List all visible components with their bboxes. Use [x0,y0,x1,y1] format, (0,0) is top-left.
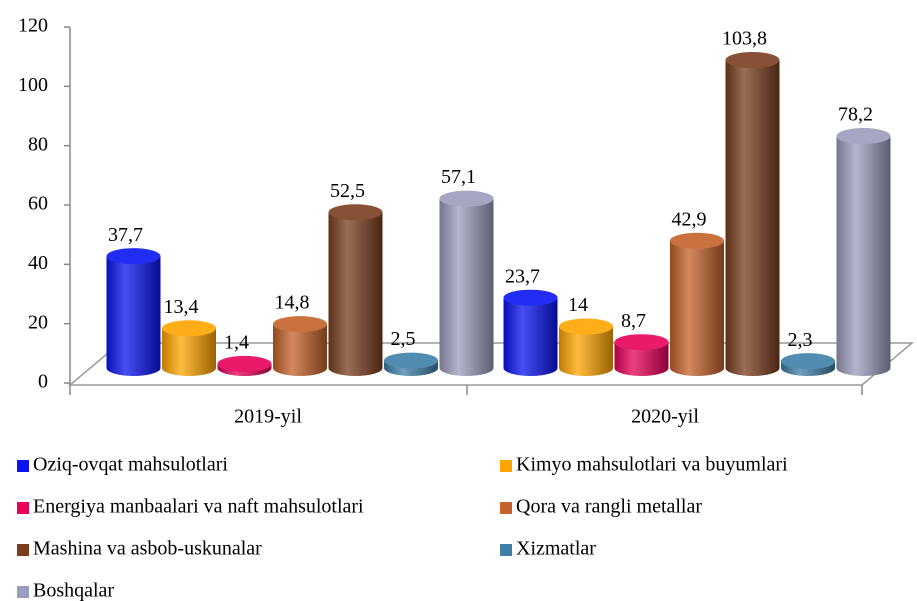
legend-label: Xizmatlar [516,538,596,560]
y-tick-label: 40 [28,252,48,274]
bar [836,128,891,376]
bar-top [273,316,327,333]
bar [328,204,383,376]
bar-top [781,353,835,370]
data-label: 37,7 [108,224,143,246]
x-tick-label: 2020-yil [631,406,699,428]
data-label: 8,7 [621,310,646,332]
legend-swatch [17,586,29,598]
y-tick-label: 60 [28,193,48,215]
bar-top [836,128,891,145]
bar-body [614,342,669,376]
data-label: 23,7 [505,265,540,287]
bar-body [670,240,724,376]
bar [439,190,494,376]
y-tick-label: 120 [18,15,48,37]
y-tick-label: 20 [28,311,48,333]
bar-body [836,136,891,376]
bar-top [439,190,494,207]
bar-top [106,248,161,265]
data-label: 78,2 [838,104,873,126]
legend-label: Mashina va asbob-uskunalar [33,538,262,560]
data-label: 2,3 [788,329,813,351]
y-tick-label: 80 [28,133,48,155]
data-label: 1,4 [224,331,249,353]
bar [503,289,558,376]
bar-top [384,352,438,369]
data-label: 103,8 [722,28,767,50]
data-label: 42,9 [672,208,707,230]
bar-top [503,289,558,306]
data-label: 57,1 [441,166,476,188]
bar-top [614,334,669,351]
legend-swatch [17,460,29,472]
data-label: 14,8 [275,292,310,314]
legend-swatch [500,502,512,514]
data-label: 13,4 [164,296,199,318]
bar-top [670,232,724,249]
bar [162,320,216,376]
bar-body [439,198,494,376]
data-label: 2,5 [391,328,416,350]
bar [106,248,161,376]
bar [781,353,835,376]
legend-label: Boshqalar [33,580,114,601]
bar-top [162,320,216,337]
legend-label: Qora va rangli metallar [516,496,702,518]
bar [614,334,669,376]
bar [725,52,780,377]
bar-body [725,60,780,377]
legend-swatch [500,460,512,472]
x-tick-label: 2019-yil [234,406,302,428]
y-tick-label: 0 [38,371,48,393]
bar-body [162,328,216,376]
y-tick-label: 100 [18,74,48,96]
legend-label: Energiya manbaalari va naft mahsulotlari [33,496,364,518]
data-label: 14 [568,294,588,316]
bar [384,352,438,376]
legend-swatch [17,544,29,556]
data-label: 52,5 [330,180,365,202]
legend-swatch [500,544,512,556]
bar-top [725,52,780,69]
bar [559,318,613,376]
bar [217,355,272,376]
bar-body [273,324,327,376]
bar-top [328,204,383,221]
legend-label: Oziq-ovqat mahsulotlari [33,454,228,476]
legend-label: Kimyo mahsulotlari va buyumlari [516,454,788,476]
bar-top [217,355,272,372]
bar [670,232,724,376]
bar-body [106,256,161,376]
bar-body [328,212,383,376]
bar-body [503,297,558,376]
bar [273,316,327,376]
legend-swatch [17,502,29,514]
bar-body [559,326,613,376]
bar-top [559,318,613,335]
